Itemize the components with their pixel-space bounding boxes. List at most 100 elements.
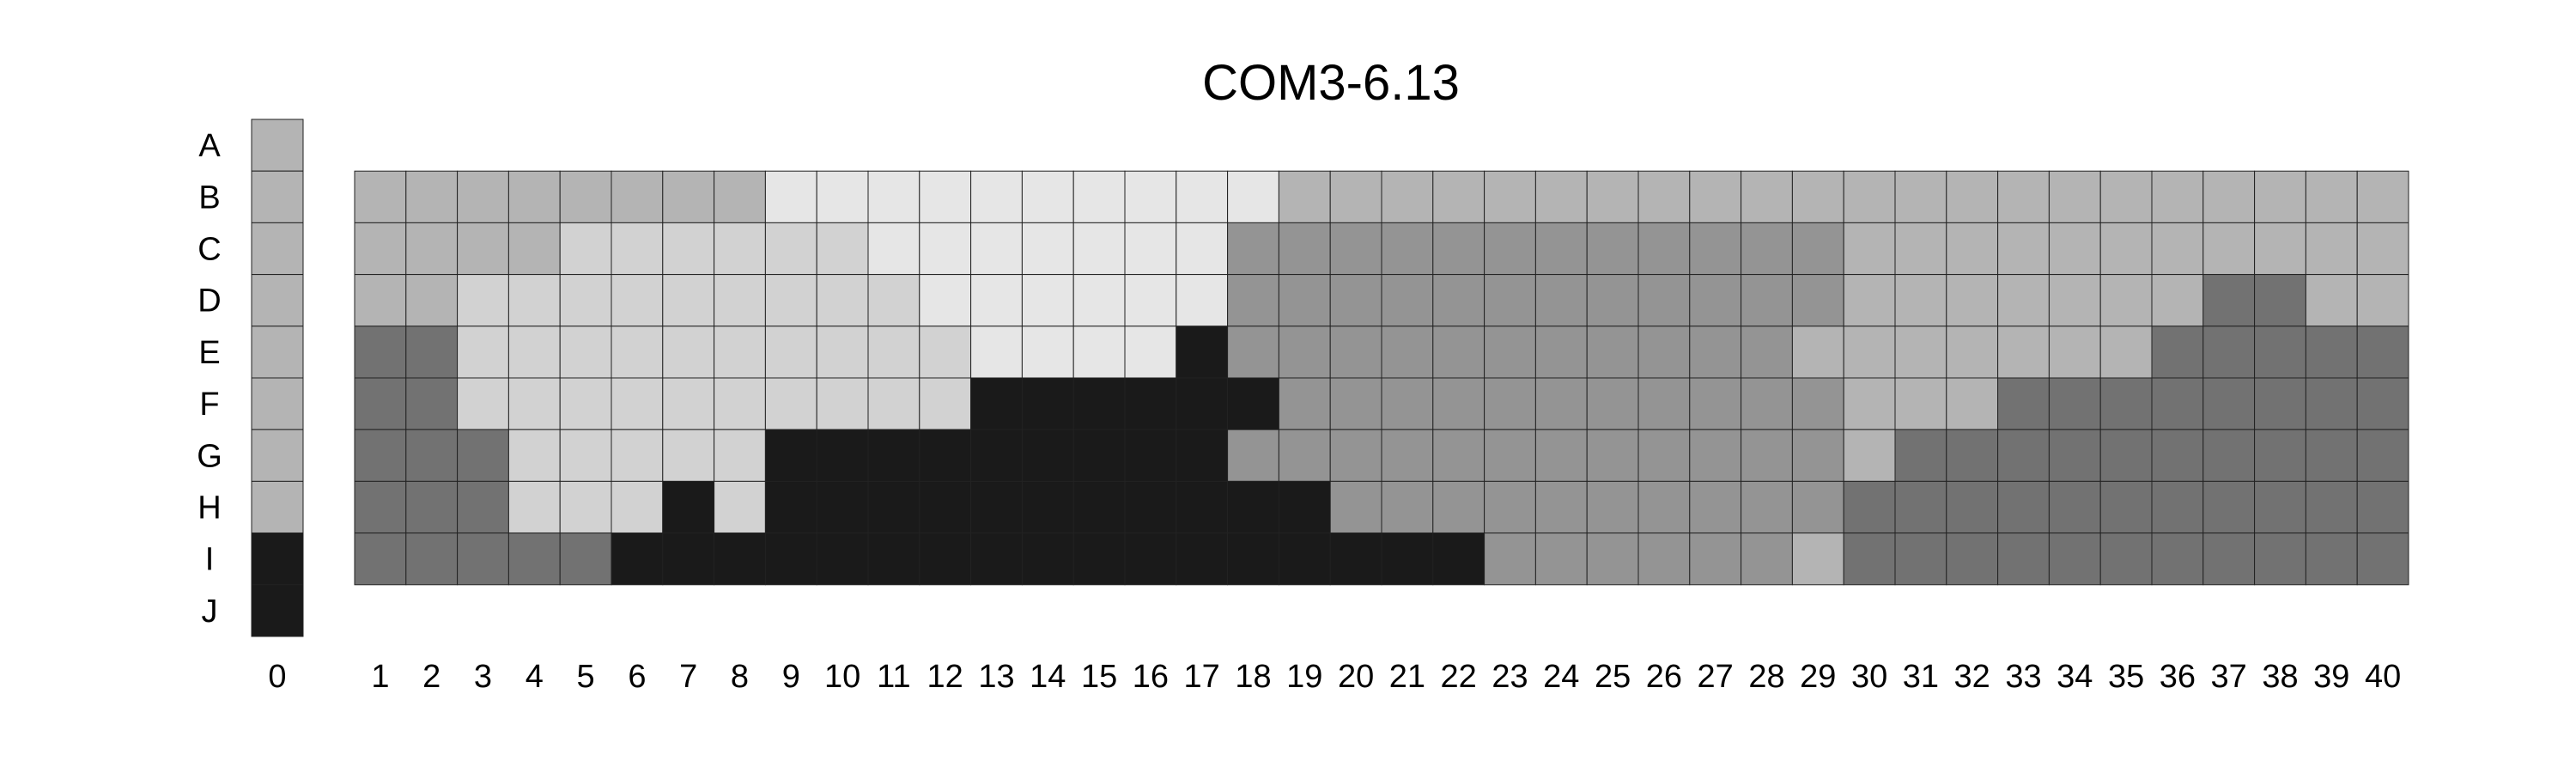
heatmap-cell-d-35 bbox=[2099, 274, 2153, 327]
heatmap-cell-f-13 bbox=[970, 377, 1023, 430]
heatmap-cell-d-8 bbox=[714, 274, 766, 327]
heatmap-cell-i-11 bbox=[867, 533, 920, 586]
heatmap-cell-g-30 bbox=[1843, 429, 1896, 482]
x-tick-label-14: 14 bbox=[1030, 659, 1066, 695]
heatmap-cell-e-18 bbox=[1227, 326, 1279, 379]
heatmap-cell-f-18 bbox=[1227, 377, 1279, 430]
heatmap-cell-c-38 bbox=[2254, 222, 2306, 276]
heatmap-cell-i-19 bbox=[1278, 533, 1331, 586]
heatmap-cell-i-22 bbox=[1432, 533, 1485, 586]
heatmap-cell-g-5 bbox=[559, 429, 612, 482]
reference-cell-i bbox=[251, 533, 304, 586]
heatmap-cell-f-8 bbox=[714, 377, 766, 430]
heatmap-cell-c-19 bbox=[1278, 222, 1331, 276]
x-tick-label-3: 3 bbox=[474, 659, 492, 695]
heatmap-cell-f-39 bbox=[2305, 377, 2358, 430]
heatmap-cell-e-22 bbox=[1432, 326, 1485, 379]
heatmap-cell-e-11 bbox=[867, 326, 920, 379]
heatmap-cell-f-2 bbox=[405, 377, 459, 430]
heatmap-cell-b-24 bbox=[1534, 170, 1588, 223]
heatmap-cell-c-37 bbox=[2202, 222, 2256, 276]
heatmap-cell-h-15 bbox=[1072, 480, 1126, 534]
heatmap-cell-g-10 bbox=[816, 429, 869, 482]
heatmap-cell-e-10 bbox=[816, 326, 869, 379]
heatmap-cell-h-36 bbox=[2151, 480, 2204, 534]
heatmap-cell-c-31 bbox=[1894, 222, 1947, 276]
heatmap-cell-b-9 bbox=[764, 170, 817, 223]
x-tick-label-32: 32 bbox=[1954, 659, 1990, 695]
heatmap-cell-c-9 bbox=[764, 222, 817, 276]
heatmap-cell-d-22 bbox=[1432, 274, 1485, 327]
heatmap-cell-h-30 bbox=[1843, 480, 1896, 534]
heatmap-cell-b-1 bbox=[354, 170, 407, 223]
heatmap-cell-b-40 bbox=[2356, 170, 2409, 223]
heatmap-cell-h-13 bbox=[970, 480, 1023, 534]
heatmap-cell-g-11 bbox=[867, 429, 920, 482]
heatmap-cell-c-35 bbox=[2099, 222, 2153, 276]
heatmap-cell-h-38 bbox=[2254, 480, 2306, 534]
heatmap-cell-g-24 bbox=[1534, 429, 1588, 482]
heatmap-cell-g-7 bbox=[662, 429, 715, 482]
heatmap-grid bbox=[354, 170, 2409, 586]
heatmap-cell-f-31 bbox=[1894, 377, 1947, 430]
heatmap-cell-c-20 bbox=[1329, 222, 1382, 276]
heatmap-cell-f-10 bbox=[816, 377, 869, 430]
heatmap-cell-d-4 bbox=[507, 274, 561, 327]
heatmap-cell-d-33 bbox=[1997, 274, 2050, 327]
heatmap-cell-e-37 bbox=[2202, 326, 2256, 379]
heatmap-cell-b-7 bbox=[662, 170, 715, 223]
heatmap-cell-h-17 bbox=[1176, 480, 1229, 534]
heatmap-cell-g-8 bbox=[714, 429, 766, 482]
heatmap-cell-e-17 bbox=[1176, 326, 1229, 379]
heatmap-cell-d-18 bbox=[1227, 274, 1279, 327]
heatmap-cell-c-18 bbox=[1227, 222, 1279, 276]
x-tick-label-17: 17 bbox=[1184, 659, 1220, 695]
reference-cell-f bbox=[251, 377, 304, 430]
heatmap-cell-g-18 bbox=[1227, 429, 1279, 482]
heatmap-cell-i-27 bbox=[1689, 533, 1742, 586]
heatmap-cell-b-19 bbox=[1278, 170, 1331, 223]
heatmap-cell-b-14 bbox=[1021, 170, 1074, 223]
heatmap-cell-f-14 bbox=[1021, 377, 1074, 430]
heatmap-cell-e-2 bbox=[405, 326, 459, 379]
heatmap-cell-e-21 bbox=[1381, 326, 1434, 379]
x-tick-label-9: 9 bbox=[782, 659, 800, 695]
heatmap-cell-g-20 bbox=[1329, 429, 1382, 482]
heatmap-cell-i-32 bbox=[1946, 533, 1999, 586]
heatmap-cell-b-2 bbox=[405, 170, 459, 223]
heatmap-cell-d-36 bbox=[2151, 274, 2204, 327]
heatmap-cell-e-20 bbox=[1329, 326, 1382, 379]
heatmap-cell-d-11 bbox=[867, 274, 920, 327]
x-tick-label-7: 7 bbox=[679, 659, 697, 695]
heatmap-cell-g-27 bbox=[1689, 429, 1742, 482]
heatmap-cell-b-17 bbox=[1176, 170, 1229, 223]
heatmap-cell-h-16 bbox=[1124, 480, 1177, 534]
heatmap-cell-c-21 bbox=[1381, 222, 1434, 276]
heatmap-cell-b-20 bbox=[1329, 170, 1382, 223]
heatmap-cell-e-1 bbox=[354, 326, 407, 379]
x-tick-label-37: 37 bbox=[2211, 659, 2247, 695]
heatmap-cell-f-35 bbox=[2099, 377, 2153, 430]
heatmap-cell-i-8 bbox=[714, 533, 766, 586]
heatmap-cell-i-23 bbox=[1484, 533, 1536, 586]
heatmap-cell-b-31 bbox=[1894, 170, 1947, 223]
x-tick-label-16: 16 bbox=[1133, 659, 1169, 695]
heatmap-cell-b-18 bbox=[1227, 170, 1279, 223]
heatmap-cell-f-4 bbox=[507, 377, 561, 430]
heatmap-cell-c-2 bbox=[405, 222, 459, 276]
heatmap-cell-d-38 bbox=[2254, 274, 2306, 327]
heatmap-cell-e-28 bbox=[1741, 326, 1793, 379]
heatmap-cell-f-22 bbox=[1432, 377, 1485, 430]
heatmap-cell-e-30 bbox=[1843, 326, 1896, 379]
x-tick-label-13: 13 bbox=[978, 659, 1014, 695]
x-tick-label-36: 36 bbox=[2160, 659, 2196, 695]
heatmap-cell-i-12 bbox=[919, 533, 972, 586]
heatmap-cell-g-39 bbox=[2305, 429, 2358, 482]
heatmap-cell-h-32 bbox=[1946, 480, 1999, 534]
heatmap-cell-c-4 bbox=[507, 222, 561, 276]
heatmap-cell-i-37 bbox=[2202, 533, 2256, 586]
heatmap-cell-c-11 bbox=[867, 222, 920, 276]
heatmap-cell-i-33 bbox=[1997, 533, 2050, 586]
heatmap-cell-c-12 bbox=[919, 222, 972, 276]
